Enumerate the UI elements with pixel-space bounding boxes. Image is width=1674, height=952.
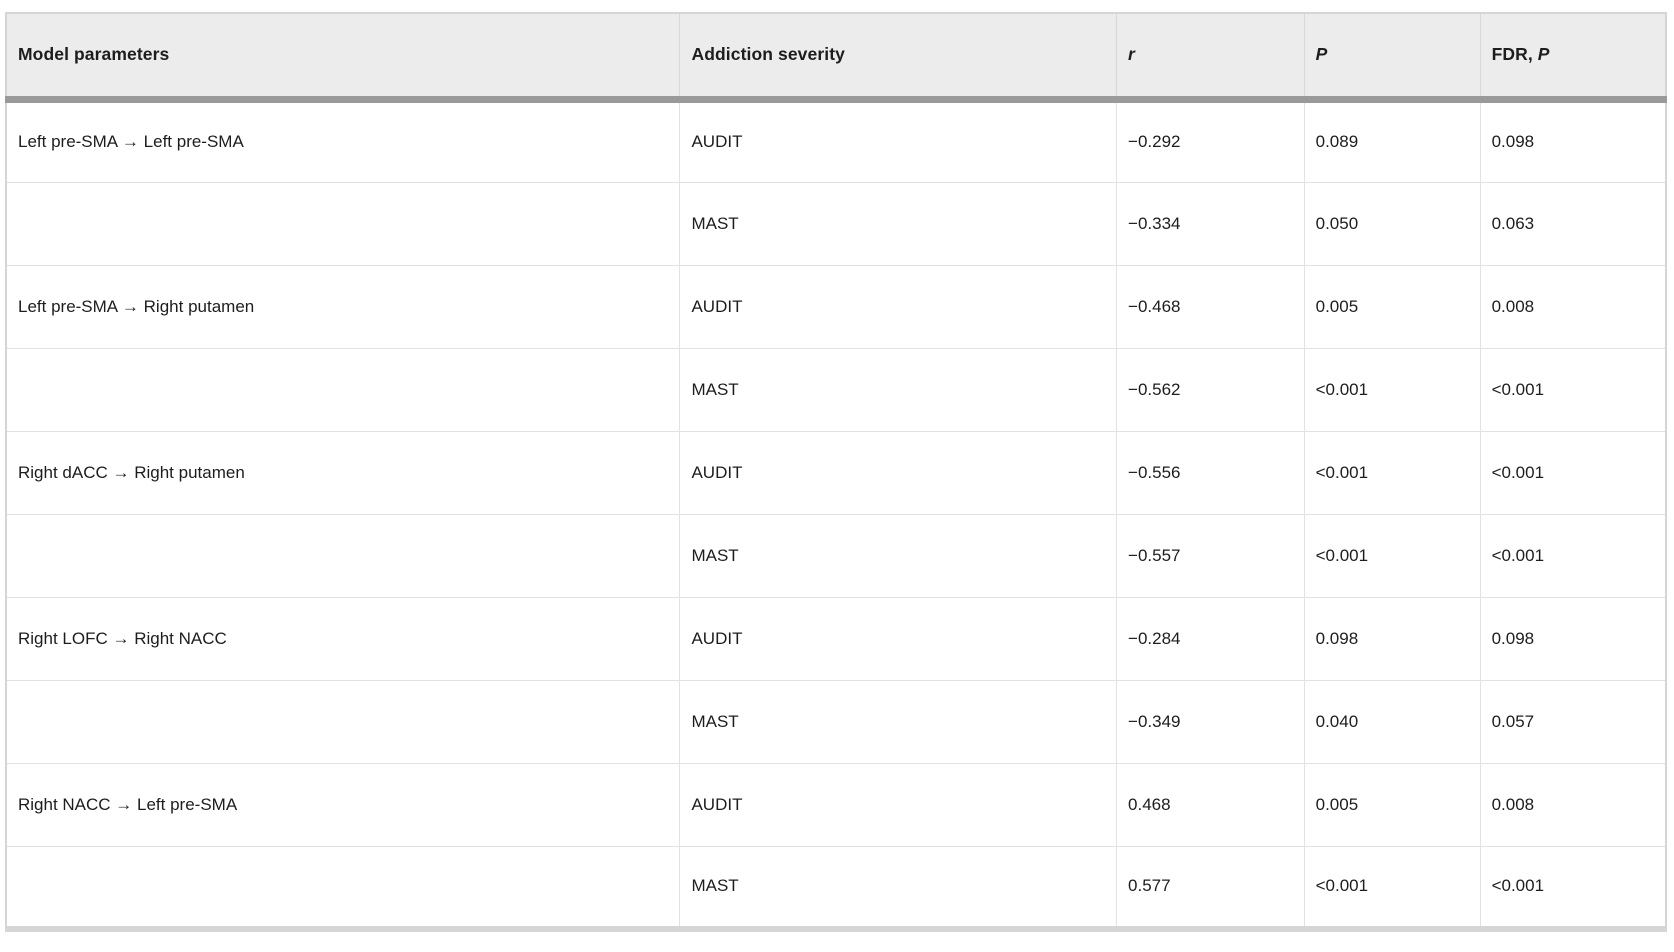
cell-fdr-p-value: <0.001 — [1479, 430, 1667, 515]
cell-addiction-severity: AUDIT — [679, 430, 1118, 515]
cell-fdr-p-value: <0.001 — [1479, 347, 1667, 432]
table-row: MAST −0.349 0.040 0.057 — [5, 679, 1667, 764]
table-row: MAST −0.557 <0.001 <0.001 — [5, 513, 1667, 598]
table-body: Left pre-SMA → Left pre-SMA AUDIT −0.292… — [5, 98, 1667, 930]
table-row: MAST 0.577 <0.001 <0.001 — [5, 845, 1667, 930]
cell-r-value: −0.334 — [1116, 181, 1305, 266]
cell-r-value: 0.577 — [1116, 845, 1305, 930]
cell-addiction-severity: AUDIT — [679, 264, 1118, 349]
cell-r-value: −0.557 — [1116, 513, 1305, 598]
table-header: Model parameters Addiction severity r P … — [5, 13, 1667, 103]
cell-fdr-p-value: 0.098 — [1479, 98, 1667, 183]
page: Model parameters Addiction severity r P … — [5, 12, 1667, 932]
cell-model-parameter: Right NACC → Left pre-SMA — [5, 762, 681, 847]
cell-r-value: 0.468 — [1116, 762, 1305, 847]
cell-fdr-p-value: 0.057 — [1479, 679, 1667, 764]
table-row: Right LOFC → Right NACC AUDIT −0.284 0.0… — [5, 596, 1667, 681]
cell-p-value: 0.050 — [1303, 181, 1481, 266]
column-header-p: P — [1303, 13, 1481, 103]
column-header-label: P — [1315, 44, 1328, 65]
cell-p-value: <0.001 — [1303, 845, 1481, 930]
cell-addiction-severity: AUDIT — [679, 762, 1118, 847]
table-row: Right dACC → Right putamen AUDIT −0.556 … — [5, 430, 1667, 515]
cell-model-parameter: Left pre-SMA → Left pre-SMA — [5, 98, 681, 183]
column-header-label: Addiction severity — [691, 44, 845, 65]
cell-model-parameter — [5, 347, 681, 432]
cell-r-value: −0.562 — [1116, 347, 1305, 432]
cell-addiction-severity: AUDIT — [679, 596, 1118, 681]
cell-r-value: −0.284 — [1116, 596, 1305, 681]
cell-p-value: 0.089 — [1303, 98, 1481, 183]
cell-fdr-p-value: 0.008 — [1479, 264, 1667, 349]
column-header-label: r — [1128, 44, 1135, 65]
cell-p-value: 0.098 — [1303, 596, 1481, 681]
cell-addiction-severity: MAST — [679, 513, 1118, 598]
cell-model-parameter — [5, 181, 681, 266]
cell-fdr-p-value: 0.063 — [1479, 181, 1667, 266]
cell-r-value: −0.468 — [1116, 264, 1305, 349]
table-row: Right NACC → Left pre-SMA AUDIT 0.468 0.… — [5, 762, 1667, 847]
cell-model-parameter: Right dACC → Right putamen — [5, 430, 681, 515]
column-header-label-italic: P — [1537, 44, 1550, 65]
column-header-r: r — [1116, 13, 1305, 103]
correlation-results-table: Model parameters Addiction severity r P … — [5, 12, 1667, 932]
cell-p-value: <0.001 — [1303, 347, 1481, 432]
cell-model-parameter — [5, 513, 681, 598]
cell-model-parameter — [5, 845, 681, 930]
column-header-label-plain: FDR, — [1491, 44, 1538, 65]
column-header-fdr-p: FDR, P — [1479, 13, 1667, 103]
table-row: Left pre-SMA → Right putamen AUDIT −0.46… — [5, 264, 1667, 349]
column-header-label: Model parameters — [18, 44, 170, 65]
cell-model-parameter: Left pre-SMA → Right putamen — [5, 264, 681, 349]
cell-p-value: 0.005 — [1303, 762, 1481, 847]
cell-model-parameter: Right LOFC → Right NACC — [5, 596, 681, 681]
cell-addiction-severity: AUDIT — [679, 98, 1118, 183]
table-row: MAST −0.334 0.050 0.063 — [5, 181, 1667, 266]
cell-p-value: <0.001 — [1303, 513, 1481, 598]
cell-p-value: 0.005 — [1303, 264, 1481, 349]
cell-fdr-p-value: <0.001 — [1479, 845, 1667, 930]
cell-p-value: 0.040 — [1303, 679, 1481, 764]
column-header-addiction-severity: Addiction severity — [679, 13, 1118, 103]
cell-model-parameter — [5, 679, 681, 764]
cell-addiction-severity: MAST — [679, 181, 1118, 266]
cell-r-value: −0.556 — [1116, 430, 1305, 515]
cell-r-value: −0.292 — [1116, 98, 1305, 183]
cell-fdr-p-value: 0.008 — [1479, 762, 1667, 847]
table-header-row: Model parameters Addiction severity r P … — [5, 13, 1667, 103]
cell-fdr-p-value: <0.001 — [1479, 513, 1667, 598]
cell-addiction-severity: MAST — [679, 679, 1118, 764]
cell-r-value: −0.349 — [1116, 679, 1305, 764]
column-header-model-parameters: Model parameters — [5, 13, 681, 103]
table-row: MAST −0.562 <0.001 <0.001 — [5, 347, 1667, 432]
cell-fdr-p-value: 0.098 — [1479, 596, 1667, 681]
cell-addiction-severity: MAST — [679, 845, 1118, 930]
cell-p-value: <0.001 — [1303, 430, 1481, 515]
cell-addiction-severity: MAST — [679, 347, 1118, 432]
table-row: Left pre-SMA → Left pre-SMA AUDIT −0.292… — [5, 98, 1667, 183]
